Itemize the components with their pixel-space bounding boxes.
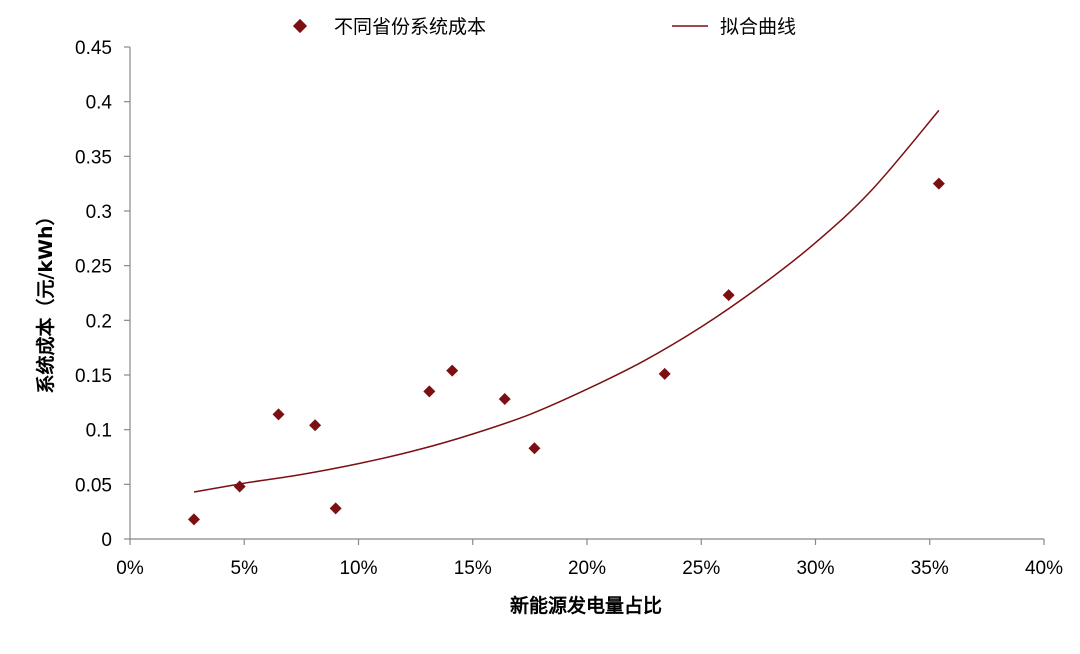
y-tick-label: 0.25 bbox=[75, 257, 112, 278]
data-point-diamond bbox=[423, 385, 436, 398]
x-tick-label: 0% bbox=[116, 558, 144, 579]
x-tick-label: 25% bbox=[682, 558, 720, 579]
data-point-diamond bbox=[658, 367, 671, 380]
x-tick-label: 15% bbox=[454, 558, 492, 579]
x-tick-label: 10% bbox=[339, 558, 377, 579]
y-tick-label: 0.35 bbox=[75, 147, 112, 168]
x-tick-label: 35% bbox=[911, 558, 949, 579]
y-tick-label: 0.3 bbox=[86, 202, 112, 223]
data-point-diamond bbox=[446, 364, 459, 377]
data-point-diamond bbox=[233, 480, 246, 493]
data-point-diamond bbox=[309, 419, 322, 432]
y-tick-label: 0.15 bbox=[75, 366, 112, 387]
legend-line-label: 拟合曲线 bbox=[720, 16, 796, 38]
y-tick-label: 0.45 bbox=[75, 38, 112, 59]
data-point-diamond bbox=[187, 513, 200, 526]
x-axis-title: 新能源发电量占比 bbox=[510, 594, 662, 617]
data-points bbox=[187, 177, 945, 526]
x-tick-label: 40% bbox=[1025, 558, 1063, 579]
legend: 不同省份系统成本 拟合曲线 bbox=[292, 16, 796, 38]
y-tick-label: 0.4 bbox=[86, 93, 113, 114]
data-point-diamond bbox=[329, 502, 342, 515]
y-tick-label: 0.1 bbox=[86, 421, 112, 442]
legend-scatter-marker bbox=[292, 18, 308, 34]
x-tick-label: 5% bbox=[231, 558, 259, 579]
data-point-diamond bbox=[932, 177, 945, 190]
axes bbox=[129, 47, 1044, 540]
fit-curve-line bbox=[193, 109, 940, 493]
data-point-diamond bbox=[528, 442, 541, 455]
y-tick-label: 0 bbox=[101, 530, 112, 551]
legend-scatter-label: 不同省份系统成本 bbox=[334, 16, 486, 38]
x-tick-label: 30% bbox=[796, 558, 834, 579]
x-tick-labels: 0% 5% 10% 15% 20% 25% 30% 35% 40% bbox=[116, 539, 1063, 579]
y-tick-label: 0.2 bbox=[86, 311, 112, 332]
y-tick-label: 0.05 bbox=[75, 475, 112, 496]
y-axis-title: 系统成本（元/kWh） bbox=[34, 206, 57, 393]
x-tick-label: 20% bbox=[568, 558, 606, 579]
data-point-diamond bbox=[272, 408, 285, 421]
data-point-diamond bbox=[498, 393, 511, 406]
data-point-diamond bbox=[722, 289, 735, 302]
y-tick-labels: 0 0.05 0.1 0.15 0.2 0.25 0.3 0.35 0.4 0.45 bbox=[75, 38, 130, 551]
